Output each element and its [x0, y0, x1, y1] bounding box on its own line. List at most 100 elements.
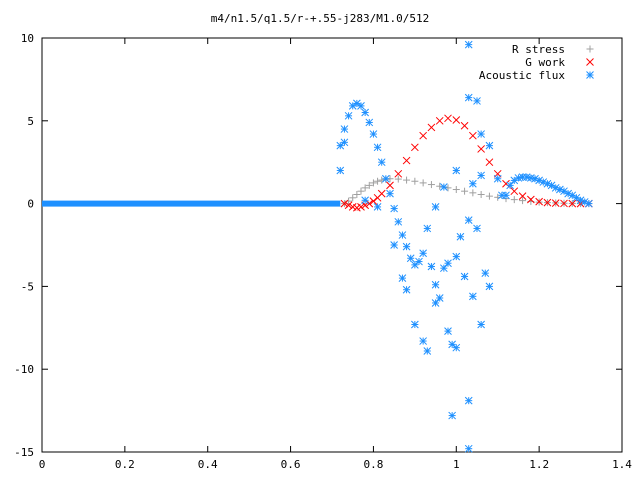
data-point — [435, 116, 444, 125]
legend-label: R stress — [512, 43, 565, 56]
data-point — [402, 156, 411, 165]
data-point — [427, 262, 436, 271]
data-point — [535, 197, 543, 206]
data-point — [423, 224, 432, 233]
data-point — [493, 174, 502, 183]
data-point — [485, 158, 494, 167]
data-point — [477, 190, 485, 198]
data-point — [390, 241, 398, 249]
data-point — [431, 280, 440, 289]
acoustic-flux-baseline — [42, 200, 341, 207]
data-point — [502, 179, 510, 188]
data-point — [394, 169, 403, 178]
data-point — [349, 194, 357, 202]
data-point — [464, 444, 473, 453]
legend-label: G work — [525, 56, 565, 69]
data-point — [551, 199, 560, 207]
x-tick-label: 1 — [453, 458, 460, 471]
series-layer — [42, 40, 593, 453]
data-point — [464, 93, 473, 102]
data-point — [431, 299, 440, 307]
x-tick-label: 0 — [39, 458, 46, 471]
data-point — [469, 179, 477, 188]
data-point — [519, 197, 527, 205]
data-point — [369, 130, 378, 138]
data-point — [403, 176, 411, 184]
data-point — [415, 257, 423, 266]
y-tick-label: -5 — [21, 280, 34, 293]
data-point — [461, 187, 469, 195]
data-point — [398, 274, 407, 282]
data-point — [560, 199, 568, 208]
series-g-work — [340, 114, 593, 212]
data-point — [411, 320, 419, 329]
data-point — [444, 327, 452, 335]
data-point — [510, 187, 519, 196]
data-point — [394, 175, 402, 183]
data-point — [444, 184, 452, 192]
data-point — [477, 171, 485, 180]
x-tick-label: 0.4 — [198, 458, 218, 471]
axis-ticks: 0 0.2 0.4 0.6 0.8 1 1.2 1.4 10 5 0 -5 -10 -15 — [14, 32, 632, 471]
data-point — [435, 294, 444, 302]
data-point — [402, 285, 411, 294]
data-point — [361, 184, 369, 192]
data-point — [390, 204, 398, 213]
data-point — [452, 116, 461, 124]
data-point — [564, 189, 572, 198]
data-point — [543, 179, 552, 188]
data-point — [469, 189, 477, 197]
data-point — [452, 166, 461, 175]
data-point — [411, 143, 419, 152]
data-point — [518, 192, 527, 201]
data-point — [464, 396, 473, 405]
data-point — [576, 196, 585, 205]
data-point — [340, 199, 349, 208]
data-point — [374, 177, 382, 185]
data-point — [452, 252, 461, 261]
data-point — [419, 179, 427, 187]
data-point — [373, 203, 382, 211]
x-tick-label: 0.8 — [363, 458, 383, 471]
data-point — [336, 141, 345, 150]
data-point — [585, 199, 593, 208]
data-point — [411, 177, 419, 185]
data-point — [510, 196, 518, 204]
data-point — [340, 125, 349, 133]
data-point — [485, 282, 494, 291]
data-point — [481, 269, 490, 278]
data-point — [477, 320, 485, 329]
series-acoustic-flux — [42, 40, 593, 453]
data-point — [452, 186, 460, 194]
data-point — [419, 249, 427, 258]
data-point — [357, 203, 365, 211]
x-tick-label: 1.4 — [612, 458, 632, 471]
data-point — [365, 199, 374, 208]
x-tick-label: 1.2 — [529, 458, 549, 471]
data-point — [456, 232, 465, 241]
data-point — [448, 411, 456, 420]
chart-title: m4/n1.5/q1.5/r-+.55-j283/M1.0/512 — [211, 12, 430, 25]
legend-marker — [586, 71, 594, 79]
data-point — [423, 347, 432, 355]
data-point — [502, 191, 510, 200]
data-point — [344, 111, 353, 120]
data-point — [373, 143, 382, 152]
data-point — [452, 343, 461, 352]
plot-frame — [41, 37, 623, 453]
data-point — [460, 121, 469, 130]
legend-marker — [586, 58, 594, 66]
data-point — [365, 118, 374, 127]
data-point — [527, 195, 535, 204]
data-point — [419, 337, 427, 345]
data-point — [369, 179, 377, 187]
data-point — [444, 259, 452, 268]
y-tick-label: 10 — [21, 32, 34, 45]
data-point — [361, 196, 369, 205]
data-point — [444, 114, 452, 123]
data-point — [394, 217, 403, 226]
x-tick-label: 0.2 — [115, 458, 135, 471]
data-point — [419, 131, 427, 140]
data-point — [485, 192, 493, 200]
data-point — [411, 261, 419, 269]
